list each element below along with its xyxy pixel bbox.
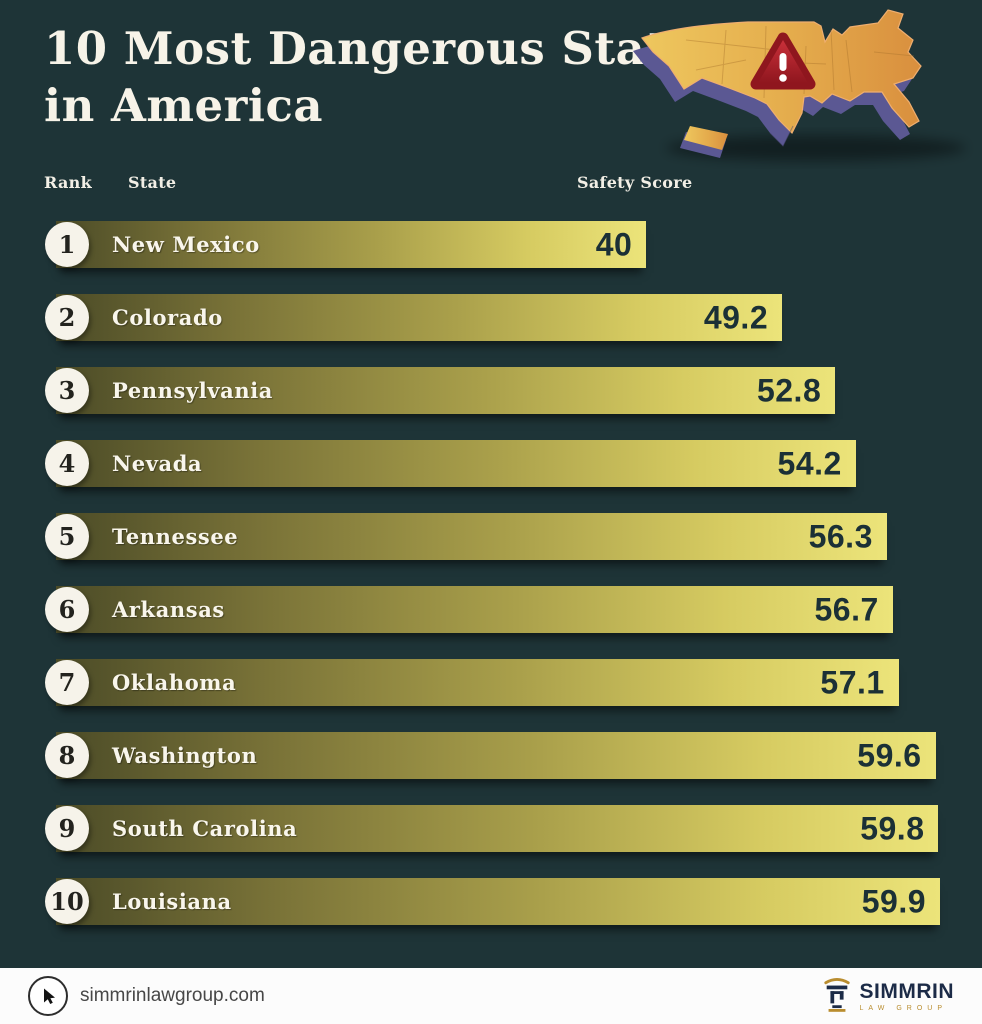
table-row: Arkansas 56.7 6 (40, 586, 940, 633)
bar-track: Arkansas 56.7 (56, 586, 940, 633)
brand-name: SIMMRIN (859, 979, 954, 1003)
state-label: Nevada (112, 451, 203, 476)
table-row: Colorado 49.2 2 (40, 294, 940, 341)
page-title-line2: in America (44, 79, 323, 133)
table-row: New Mexico 40 1 (40, 221, 940, 268)
page-title: 10 Most Dangerous States in America (44, 20, 722, 134)
page-title-line1: 10 Most Dangerous States (44, 22, 722, 75)
bar-track: Tennessee 56.3 (56, 513, 940, 560)
simmrin-logo: SIMMRIN LAW GROUP (822, 975, 955, 1018)
score-bar: Arkansas 56.7 (56, 586, 893, 633)
score-bar: Washington 59.6 (56, 732, 936, 779)
table-row: South Carolina 59.8 9 (40, 805, 940, 852)
score-value: 59.8 (860, 810, 925, 846)
simmrin-pillar-icon (822, 975, 852, 1018)
cursor-icon (28, 976, 68, 1016)
state-label: New Mexico (112, 232, 260, 257)
state-label: Pennsylvania (112, 378, 273, 403)
table-row: Louisiana 59.9 10 (40, 878, 940, 925)
table-row: Pennsylvania 52.8 3 (40, 367, 940, 414)
rank-badge: 5 (45, 514, 89, 559)
table-row: Washington 59.6 8 (40, 732, 940, 779)
score-bar: Pennsylvania 52.8 (56, 367, 836, 414)
map-island-piece (680, 126, 728, 158)
state-label: Tennessee (112, 524, 239, 549)
bar-track: Oklahoma 57.1 (56, 659, 940, 706)
score-bar: South Carolina 59.8 (56, 805, 939, 852)
rank-badge: 6 (45, 587, 89, 632)
score-value: 59.6 (857, 737, 922, 773)
score-bar: New Mexico 40 (56, 221, 647, 268)
rank-badge: 10 (45, 879, 89, 924)
brand-subtitle: LAW GROUP (859, 1004, 948, 1012)
score-bar: Nevada 54.2 (56, 440, 856, 487)
score-value: 59.9 (861, 883, 926, 919)
bar-track: Colorado 49.2 (56, 294, 940, 341)
state-label: Louisiana (112, 889, 232, 914)
rank-badge: 3 (45, 368, 89, 413)
score-value: 54.2 (777, 445, 842, 481)
state-label: South Carolina (112, 816, 298, 841)
footer: simmrinlawgroup.com SIMMRIN LAW GROUP (0, 968, 982, 1024)
score-value: 56.3 (808, 518, 873, 554)
bar-track: Washington 59.6 (56, 732, 940, 779)
score-value: 40 (595, 226, 633, 262)
bar-track: New Mexico 40 (56, 221, 940, 268)
bar-track: South Carolina 59.8 (56, 805, 940, 852)
table-row: Nevada 54.2 4 (40, 440, 940, 487)
state-label: Oklahoma (112, 670, 237, 695)
score-value: 49.2 (703, 299, 769, 335)
state-column-header: State (128, 173, 177, 192)
warning-triangle-icon (750, 32, 816, 90)
score-bar: Oklahoma 57.1 (56, 659, 899, 706)
score-value: 52.8 (756, 372, 822, 408)
rank-badge: 1 (45, 222, 89, 267)
table-row: Oklahoma 57.1 7 (40, 659, 940, 706)
rank-badge: 4 (45, 441, 89, 486)
state-label: Arkansas (112, 597, 225, 622)
score-value: 56.7 (814, 591, 879, 627)
bar-track: Pennsylvania 52.8 (56, 367, 940, 414)
rank-badge: 2 (45, 295, 89, 340)
website-attribution: simmrinlawgroup.com (28, 976, 265, 1016)
website-link[interactable]: simmrinlawgroup.com (80, 985, 265, 1006)
score-column-header: Safety Score (577, 173, 693, 192)
score-bar: Louisiana 59.9 (56, 878, 940, 925)
rank-column-header: Rank (44, 173, 92, 192)
table-row: Tennessee 56.3 5 (40, 513, 940, 560)
score-value: 57.1 (820, 664, 885, 700)
state-label: Washington (112, 743, 258, 768)
rank-badge: 8 (45, 733, 89, 778)
score-bar: Tennessee 56.3 (56, 513, 887, 560)
score-bar: Colorado 49.2 (56, 294, 783, 341)
state-label: Colorado (112, 305, 223, 330)
bar-rows: New Mexico 40 1 Colorado 49.2 2 Pennsylv… (40, 221, 940, 925)
bar-track: Nevada 54.2 (56, 440, 940, 487)
us-map-3d-icon (626, 0, 982, 170)
rank-badge: 9 (45, 806, 89, 851)
rank-badge: 7 (45, 660, 89, 705)
bar-track: Louisiana 59.9 (56, 878, 940, 925)
